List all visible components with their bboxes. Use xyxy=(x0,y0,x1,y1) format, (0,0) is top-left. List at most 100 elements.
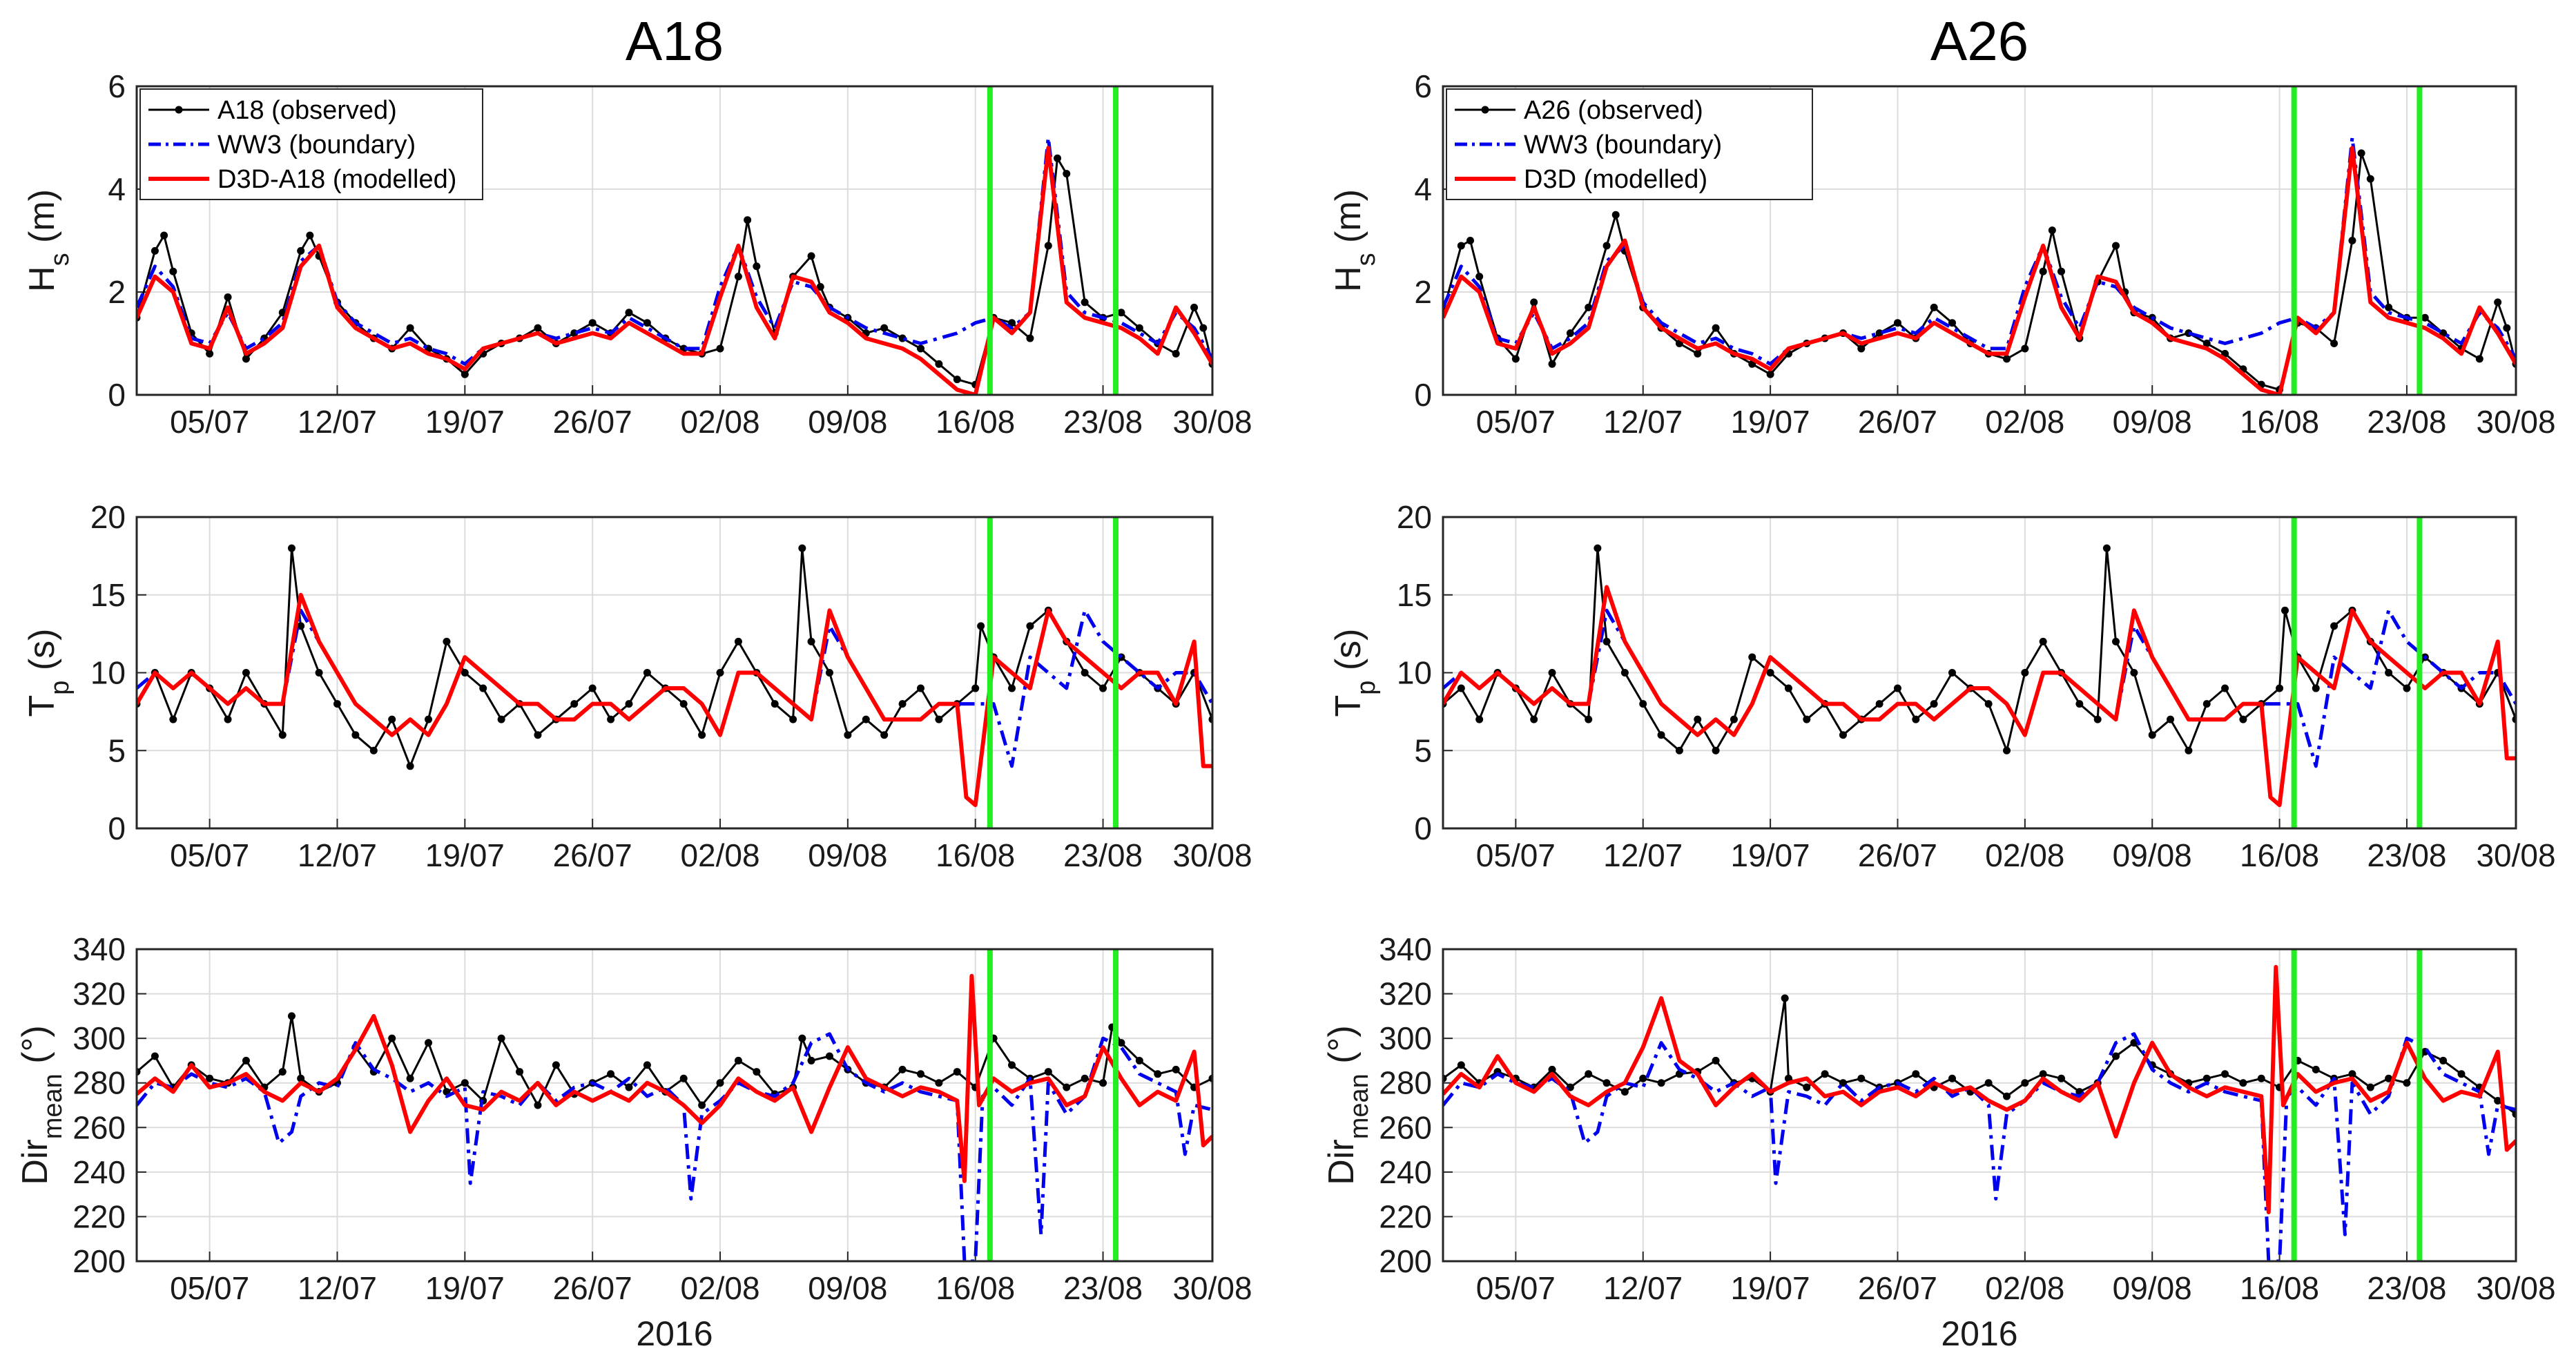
chart-0-series-0-point xyxy=(406,324,414,332)
chart-4-series-0-point xyxy=(2112,637,2120,645)
chart-0-series-0-point xyxy=(160,231,168,240)
chart-1-series-0-point xyxy=(1099,684,1107,692)
chart-3-series-0-point xyxy=(2357,149,2365,157)
chart-0-ytick-label: 6 xyxy=(108,68,126,104)
chart-0-series-0-point xyxy=(744,216,752,224)
chart-4-xtick-label: 23/08 xyxy=(2367,837,2446,873)
chart-3-xtick-label: 09/08 xyxy=(2113,404,2192,440)
chart-1-series-0-point xyxy=(643,669,651,677)
chart-2-series-0-point xyxy=(534,1101,542,1109)
chart-0-ylabel-main: H xyxy=(22,266,62,292)
chart-1-series-0-point xyxy=(224,715,232,723)
chart-5-series-0-point xyxy=(2221,1070,2229,1078)
chart-5-ytick-label: 280 xyxy=(1379,1065,1432,1101)
chart-3-series-2-line xyxy=(1443,146,2516,395)
chart-0-axes-box xyxy=(135,85,1214,396)
chart-2-data xyxy=(137,973,1212,1261)
chart-1-series-0-point xyxy=(844,731,852,739)
chart-5-series-0-point xyxy=(2021,1079,2029,1087)
chart-1-ytick-label: 20 xyxy=(90,499,126,535)
chart-1-series-0-point xyxy=(369,746,378,755)
chart-4-xtick-label: 05/07 xyxy=(1476,837,1556,873)
chart-3-series-0-point xyxy=(2039,267,2047,275)
chart-2-series-0-point xyxy=(1063,1083,1071,1091)
chart-2-series-0-point xyxy=(1172,1065,1180,1073)
chart-4-ylabel-main: T xyxy=(1328,695,1368,717)
chart-0-series-0-point xyxy=(1117,309,1125,317)
chart-4-series-0-point xyxy=(1875,700,1883,708)
chart-5-axes-box xyxy=(1442,948,2517,1263)
chart-3-legend-label-modelled: D3D (modelled) xyxy=(1524,165,1707,194)
chart-5-series-0-point xyxy=(1457,1061,1465,1069)
chart-5-xtick-label: 12/07 xyxy=(1603,1270,1683,1306)
chart-4-xtick-label: 09/08 xyxy=(2113,837,2192,873)
chart-1-series-0-point xyxy=(771,700,779,708)
chart-2-series-0-point xyxy=(698,1101,706,1109)
chart-5-ytick-label: 220 xyxy=(1379,1198,1432,1234)
chart-5-ylabel-unit: (°) xyxy=(1321,1025,1362,1073)
chart-5-xtick-label: 19/07 xyxy=(1731,1270,1810,1306)
chart-2-ytick-label: 300 xyxy=(72,1020,126,1056)
chart-2-xtick-label: 19/07 xyxy=(425,1270,505,1306)
chart-3-series-0-point xyxy=(1511,355,1520,363)
chart-2-xtick-label: 26/07 xyxy=(553,1270,632,1306)
chart-2-ylabel-main: Dir xyxy=(15,1139,55,1185)
chart-2-series-0-point xyxy=(607,1070,615,1078)
chart-1-series-0-point xyxy=(734,637,742,645)
chart-2-series-0-point xyxy=(898,1065,907,1073)
chart-4-series-0-point xyxy=(2312,684,2320,692)
chart-3-series-0-point xyxy=(1857,344,1866,353)
chart-4-data xyxy=(1443,544,2516,808)
chart-1-series-0-point xyxy=(679,700,688,708)
chart-1-xtick-label: 16/08 xyxy=(936,837,1015,873)
chart-3-series-0-point xyxy=(1566,329,1574,338)
chart-4-series-0-point xyxy=(1748,653,1756,661)
chart-3-series-0-point xyxy=(1611,211,1620,219)
chart-1-xtick-label: 23/08 xyxy=(1063,837,1143,873)
chart-5-series-0-point xyxy=(2439,1056,2448,1064)
chart-5-series-1-line xyxy=(1443,1032,2516,1261)
chart-3-ytick-label: 4 xyxy=(1414,171,1432,207)
chart-1-series-0-point xyxy=(807,637,815,645)
chart-5-xtick-label: 02/08 xyxy=(1985,1270,2064,1306)
chart-0-series-2-line xyxy=(137,146,1212,395)
chart-1-series-0-point xyxy=(278,731,287,739)
chart-3-ylabel-sub: s xyxy=(1352,253,1381,266)
chart-2-ytick-label: 240 xyxy=(72,1154,126,1190)
chart-4-series-0-point xyxy=(1548,669,1556,677)
chart-0-series-0-point xyxy=(588,319,597,327)
chart-2-series-0-point xyxy=(388,1034,396,1042)
chart-5-series-0-point xyxy=(1781,994,1789,1002)
chart-3-ylabel: Hs (m) xyxy=(1328,189,1381,292)
chart-5-series-2-line xyxy=(1443,964,2516,1214)
chart-0-series-0-point xyxy=(169,267,177,275)
chart-4-series-0-point xyxy=(2148,731,2156,739)
chart-2-series-0-point xyxy=(516,1068,524,1076)
chart-4-series-0-point xyxy=(2239,715,2247,723)
chart-1-series-0-point xyxy=(862,715,870,723)
chart-4-series-0-point xyxy=(2130,669,2138,677)
chart-0-series-0-point xyxy=(734,273,742,281)
chart-3-series-0-point xyxy=(1585,303,1593,311)
chart-2-series-0-point xyxy=(151,1052,159,1060)
chart-0-ylabel-sub: s xyxy=(46,253,75,266)
chart-2-xtick-label: 09/08 xyxy=(808,1270,887,1306)
chart-1-ytick-label: 10 xyxy=(90,655,126,691)
chart-4-xtick-label: 12/07 xyxy=(1603,837,1683,873)
chart-5-series-0-point xyxy=(2494,1097,2502,1105)
chart-0-title: A18 xyxy=(626,10,724,72)
chart-5-series-0-point xyxy=(1548,1065,1556,1073)
chart-3-legend-marker xyxy=(1481,106,1489,114)
chart-4-series-0-point xyxy=(1694,715,1702,723)
chart-4-series-0-point xyxy=(1766,669,1774,677)
chart-4-series-0-point xyxy=(1712,746,1720,755)
chart-0-data xyxy=(137,136,1212,395)
chart-2-ylabel: Dirmean (°) xyxy=(15,1025,68,1185)
chart-3-xtick-label: 12/07 xyxy=(1603,404,1683,440)
chart-0-series-0-point xyxy=(1008,319,1016,327)
chart-3-series-0-line xyxy=(1443,152,2516,391)
chart-5-ytick-label: 260 xyxy=(1379,1109,1432,1145)
chart-3-series-0-point xyxy=(1694,349,1702,358)
chart-1-series-0-point xyxy=(1008,684,1016,692)
chart-3-ytick-label: 0 xyxy=(1414,377,1432,413)
